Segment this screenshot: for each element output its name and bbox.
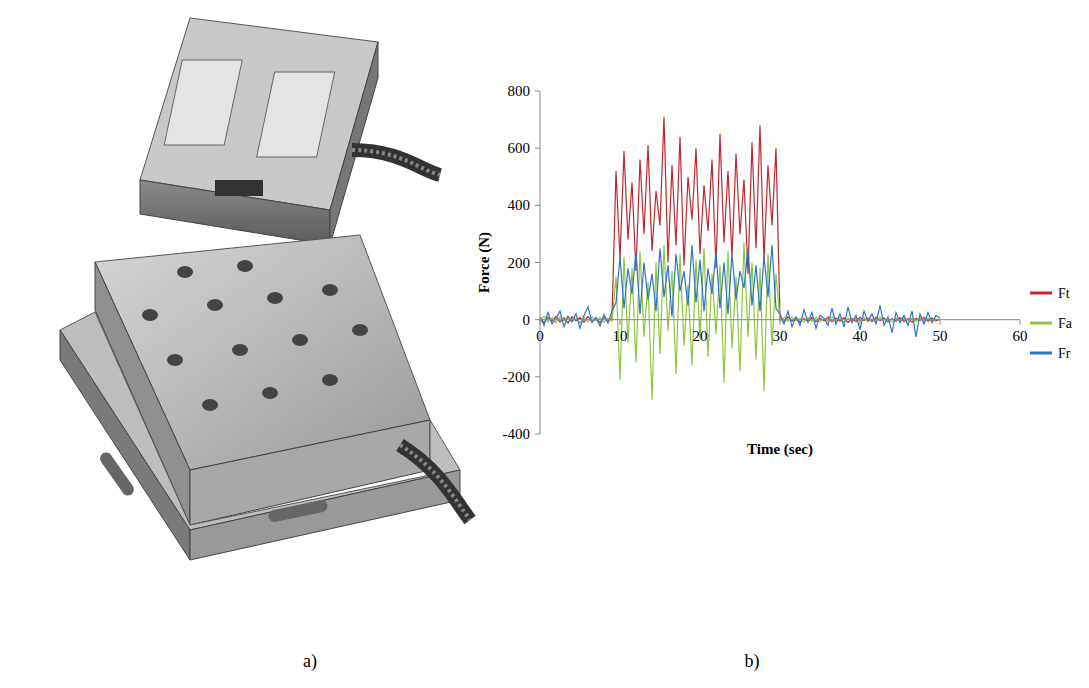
chart: -400 -200 0 200 400 600 800 0 10 20 30 40 50 60 Time (… — [476, 83, 1073, 458]
x-tick — [780, 320, 781, 325]
figure: a) b) -400 -200 0 200 400 600 800 0 10 20 30 40 50 60 Ti… — [0, 0, 1089, 688]
hole — [202, 399, 218, 411]
x-tick-label: 40 — [853, 328, 868, 344]
x-tick — [700, 320, 701, 325]
y-tick — [535, 205, 540, 206]
cable-braid — [352, 150, 440, 175]
x-tick — [940, 320, 941, 325]
x-tick-label: 60 — [1013, 328, 1028, 344]
y-tick-label: 0 — [523, 312, 531, 328]
y-tick — [535, 319, 540, 320]
legend-label: Ft — [1058, 286, 1070, 301]
y-tick-label: -200 — [503, 369, 531, 385]
slot — [98, 450, 137, 498]
legend-swatch — [1030, 352, 1052, 355]
legend-label: Fr — [1058, 346, 1071, 361]
y-tick — [535, 376, 540, 377]
hole — [237, 260, 253, 272]
x-tick — [860, 320, 861, 325]
series-line — [540, 117, 940, 323]
y-tick — [535, 434, 540, 435]
hole — [167, 354, 183, 366]
y-tick-label: 600 — [508, 140, 531, 156]
hole — [207, 299, 223, 311]
hole — [177, 266, 193, 278]
amplifier-front — [140, 180, 330, 245]
hole — [322, 284, 338, 296]
panel-label: b) — [745, 651, 760, 672]
x-axis-title: Time (sec) — [747, 441, 813, 458]
x-tick — [540, 320, 541, 325]
slot — [267, 499, 328, 523]
cable — [400, 445, 470, 520]
hole — [267, 292, 283, 304]
legend-swatch — [1030, 322, 1052, 325]
y-tick-label: 800 — [508, 83, 531, 99]
hole — [322, 374, 338, 386]
panel-left — [164, 60, 242, 145]
cable-braid — [400, 445, 470, 520]
x-tick-label: 50 — [933, 328, 948, 344]
y-tick-label: 200 — [508, 255, 531, 271]
panel-right — [257, 72, 335, 157]
y-tick — [535, 91, 540, 92]
x-tick-label: 10 — [613, 328, 628, 344]
series-line — [540, 242, 940, 399]
y-tick — [535, 148, 540, 149]
y-axis-title: Force (N) — [476, 232, 493, 293]
base-left — [60, 330, 190, 560]
hole — [352, 324, 368, 336]
base-front — [190, 470, 460, 560]
hole — [142, 309, 158, 321]
y-tick-label: -400 — [503, 426, 531, 442]
x-tick — [620, 320, 621, 325]
hole — [232, 344, 248, 356]
x-tick — [1020, 320, 1021, 325]
hole — [292, 334, 308, 346]
x-tick-label: 30 — [773, 328, 788, 344]
panel-label: a) — [303, 651, 317, 672]
photo — [60, 18, 470, 560]
legend-label: Fa — [1058, 316, 1073, 331]
x-tick-label: 20 — [693, 328, 708, 344]
legend: Ft Fa Fr — [1030, 286, 1073, 361]
switch — [215, 180, 263, 196]
hole — [262, 387, 278, 399]
series-line — [540, 245, 940, 336]
cable — [352, 150, 440, 175]
y-tick-label: 400 — [508, 197, 531, 213]
y-tick — [535, 262, 540, 263]
series-group — [540, 117, 940, 400]
x-tick-label: 0 — [536, 328, 544, 344]
legend-swatch — [1030, 292, 1052, 295]
